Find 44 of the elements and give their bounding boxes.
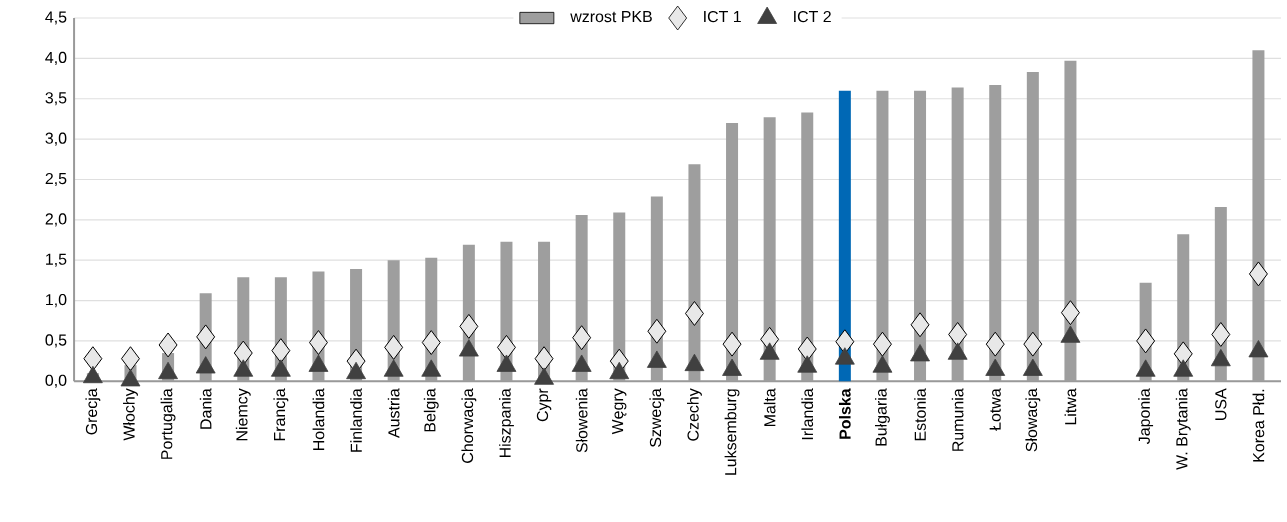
x-tick-label: Węgry (612, 388, 627, 435)
y-tick-label: 3,0 (45, 132, 67, 146)
x-tick-label: Włochy (123, 388, 138, 441)
x-tick-label: Luksemburg (724, 389, 740, 475)
y-tick-label: 0,5 (45, 334, 67, 348)
x-tick-label: Korea Płd. (1252, 389, 1265, 462)
y-tick-label: 2,5 (45, 172, 67, 186)
x-tick-label: Irlandia (801, 388, 814, 439)
x-tick-label: Dania (199, 388, 212, 429)
y-tick-label: 4,0 (45, 51, 67, 65)
y-tick-label: 3,5 (45, 91, 67, 106)
x-tick-label: Malta (763, 388, 776, 426)
x-tick-label: Finlandia (350, 388, 362, 452)
x-tick-label: Słowacja (1025, 388, 1041, 452)
x-tick-label: Słowenia (575, 388, 588, 453)
y-tick-label: 2,0 (45, 213, 67, 227)
x-tick-label: Bułgaria (875, 388, 890, 446)
x-tick-label: Cypr (536, 388, 552, 422)
x-tick-label: Polska (838, 388, 851, 439)
x-tick-label: USA (1215, 388, 1227, 420)
legend-label: ICT 1 (704, 10, 741, 23)
x-tick-label: Szwecja (649, 388, 665, 447)
x-tick-label: Japonia (1138, 388, 1154, 444)
y-tick-label: 4,5 (45, 11, 67, 25)
x-tick-label: Hiszpania (499, 388, 514, 457)
y-tick-label: 0,0 (45, 374, 67, 388)
x-tick-label: Czechy (687, 388, 702, 441)
x-tick-label: Chorwacja (461, 388, 477, 463)
x-tick-label: Niemcy (235, 388, 251, 441)
y-tick-label: 1,0 (46, 293, 67, 307)
x-tick-label: Litwa (1064, 388, 1077, 425)
x-tick-label: Holandia (312, 388, 325, 450)
legend-label: wzrost PKB (570, 10, 652, 22)
x-tick-label: Grecja (85, 388, 101, 435)
legend-label: ICT 2 (794, 10, 831, 23)
x-tick-label: Estonia (914, 388, 926, 441)
y-tick-label: 1,5 (46, 253, 67, 267)
x-tick-label: Austria (387, 388, 400, 438)
x-tick-label: Francja (273, 388, 289, 441)
x-tick-label: Łotwa (989, 388, 1001, 431)
x-tick-label: Portugalia (160, 388, 176, 459)
x-tick-label: Rumunia (951, 388, 964, 451)
x-tick-label: W. Brytania (1175, 388, 1191, 470)
x-tick-label: Belgia (423, 388, 439, 432)
